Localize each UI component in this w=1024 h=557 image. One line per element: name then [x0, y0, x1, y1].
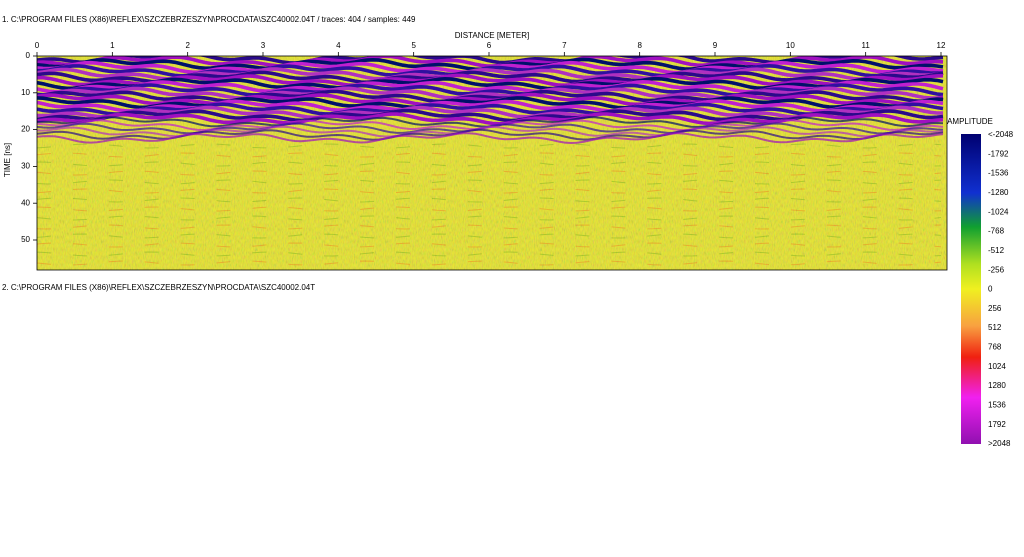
colorbar-label: -1536: [988, 169, 1009, 178]
colorbar-label: -256: [988, 265, 1005, 274]
x-tick-label: 6: [487, 41, 492, 50]
colorbar-title: AMPLITUDE: [947, 117, 993, 126]
y-tick-label: 0: [26, 51, 31, 60]
reflection-band: [37, 197, 942, 203]
axis-label: DISTANCE [METER]: [455, 31, 530, 40]
x-tick-label: 12: [937, 41, 946, 50]
reflection-band: [37, 188, 942, 194]
colorbar-label: 1536: [988, 400, 1006, 409]
colorbar-label: 1792: [988, 420, 1006, 429]
x-tick-label: 1: [110, 41, 115, 50]
colorbar-label: -1024: [988, 207, 1009, 216]
reflection-band: [37, 242, 942, 248]
colorbar: [961, 134, 981, 444]
file-line: 2. C:\PROGRAM FILES (X86)\REFLEX\SZCZEBR…: [2, 283, 315, 292]
colorbar-label: -1280: [988, 188, 1009, 197]
axis-label: TIME [ns]: [3, 143, 12, 177]
x-tick-label: 2: [185, 41, 190, 50]
reflection-band: [37, 152, 942, 158]
x-tick-label: 9: [713, 41, 718, 50]
y-tick-label: 50: [21, 235, 30, 244]
reflection-band: [37, 79, 944, 94]
colorbar-label: 1280: [988, 381, 1006, 390]
reflection-band: [37, 179, 942, 185]
x-tick-label: 4: [336, 41, 341, 50]
x-tick-label: 0: [35, 41, 40, 50]
colorbar-label: 512: [988, 323, 1002, 332]
colorbar-label: >2048: [988, 439, 1011, 448]
reflection-band: [37, 143, 942, 149]
colorbar-label: <-2048: [988, 130, 1014, 139]
reflection-band: [37, 89, 944, 104]
x-tick-label: 8: [637, 41, 642, 50]
file-line: 1. C:\PROGRAM FILES (X86)\REFLEX\SZCZEBR…: [2, 15, 416, 24]
radargram: [37, 56, 947, 270]
x-tick-label: 7: [562, 41, 567, 50]
x-tick-label: 5: [411, 41, 416, 50]
reflection-band: [37, 161, 942, 167]
x-tick-label: 11: [862, 41, 871, 50]
x-tick-label: 10: [786, 41, 795, 50]
y-tick-label: 30: [21, 162, 30, 171]
y-tick-label: 40: [21, 198, 30, 207]
colorbar-label: -768: [988, 227, 1005, 236]
y-tick-label: 20: [21, 125, 30, 134]
reflection-band: [37, 251, 942, 257]
reflection-band: [37, 132, 944, 145]
reflection-band: [37, 233, 942, 239]
colorbar-label: 1024: [988, 362, 1006, 371]
reflection-band: [37, 83, 944, 97]
colorbar-label: 768: [988, 343, 1002, 352]
reflection-band: [37, 206, 942, 212]
reflection-band: [37, 76, 944, 91]
reflection-band: [37, 170, 942, 176]
y-tick-label: 10: [21, 88, 30, 97]
colorbar-label: 0: [988, 285, 993, 294]
plot-frame: [36, 55, 948, 271]
reflection-band: [37, 99, 944, 113]
x-tick-label: 3: [261, 41, 266, 50]
reflection-band: [37, 86, 944, 101]
colorbar-label: 256: [988, 304, 1002, 313]
reflection-band: [37, 260, 942, 266]
reflection-band: [37, 215, 942, 221]
colorbar-label: -512: [988, 246, 1005, 255]
reflection-band: [37, 224, 942, 230]
colorbar-label: -1792: [988, 149, 1009, 158]
reflection-band: [37, 73, 944, 88]
